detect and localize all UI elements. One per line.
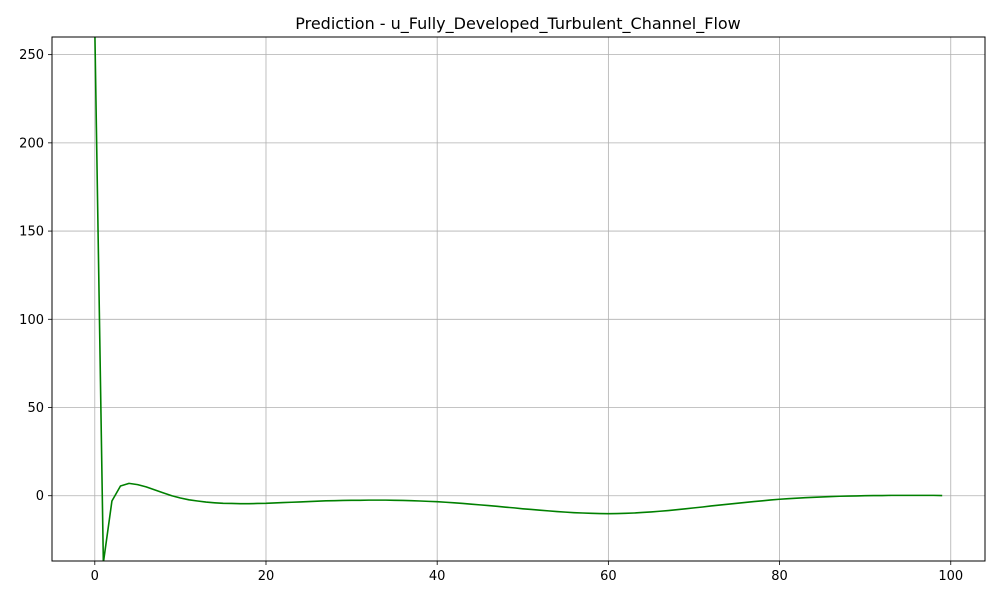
- y-tick-label: 250: [19, 48, 44, 63]
- x-tick-label: 20: [258, 569, 275, 584]
- plot-frame: [51, 36, 986, 562]
- axis-ticks: 0 20 40 60 80 100 0 50 100 150 200 250: [19, 48, 963, 584]
- y-tick-label: 100: [19, 313, 44, 328]
- series-layer: [94, 37, 943, 561]
- x-tick-label: 40: [429, 569, 446, 584]
- x-tick-label: 100: [938, 569, 963, 584]
- y-tick-label: 200: [19, 136, 44, 151]
- y-tick-label: 150: [19, 225, 44, 240]
- series-line: [94, 37, 943, 561]
- x-tick-label: 60: [600, 569, 617, 584]
- y-tick-label: 50: [27, 401, 44, 416]
- x-tick-label: 80: [771, 569, 788, 584]
- y-tick-label: 0: [36, 489, 44, 504]
- x-tick-label: 0: [91, 569, 99, 584]
- chart-title: Prediction - u_Fully_Developed_Turbulent…: [295, 14, 741, 34]
- grid-lines: [52, 37, 985, 561]
